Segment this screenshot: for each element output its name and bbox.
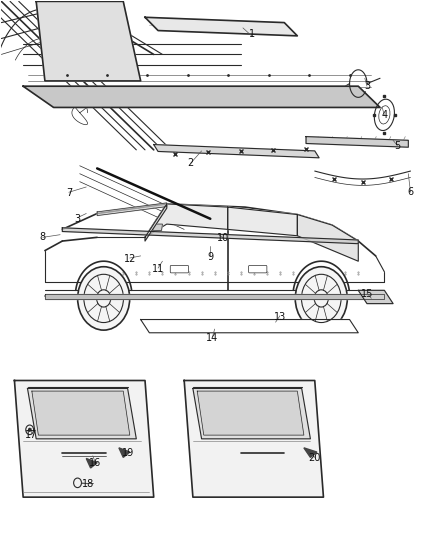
Polygon shape	[306, 136, 408, 147]
Text: 3: 3	[364, 81, 370, 91]
Text: 6: 6	[407, 187, 413, 197]
Text: 19: 19	[121, 448, 134, 458]
Text: 1: 1	[249, 29, 255, 39]
Polygon shape	[32, 391, 130, 435]
Polygon shape	[62, 228, 358, 244]
Text: 18: 18	[82, 479, 95, 489]
Circle shape	[28, 427, 32, 432]
Polygon shape	[197, 391, 304, 435]
Text: 7: 7	[66, 188, 72, 198]
Circle shape	[295, 266, 347, 330]
Polygon shape	[297, 215, 358, 261]
Text: 11: 11	[152, 264, 164, 273]
Text: 10: 10	[217, 233, 230, 244]
Polygon shape	[145, 17, 297, 36]
Polygon shape	[36, 2, 141, 81]
Polygon shape	[14, 381, 154, 497]
Polygon shape	[304, 448, 317, 457]
Text: 2: 2	[187, 158, 194, 168]
Polygon shape	[145, 204, 228, 237]
Text: 15: 15	[361, 289, 373, 299]
Text: 5: 5	[394, 141, 401, 151]
Polygon shape	[141, 319, 358, 333]
Polygon shape	[28, 389, 136, 439]
Polygon shape	[23, 86, 380, 108]
Text: 20: 20	[308, 454, 321, 463]
Polygon shape	[228, 207, 297, 236]
Circle shape	[78, 266, 130, 330]
Text: 13: 13	[274, 312, 286, 322]
Polygon shape	[97, 203, 167, 216]
Text: 8: 8	[40, 232, 46, 243]
Text: 4: 4	[381, 110, 388, 120]
Polygon shape	[145, 204, 167, 241]
Text: 14: 14	[206, 333, 219, 343]
Text: 9: 9	[207, 252, 213, 262]
FancyBboxPatch shape	[170, 265, 188, 273]
Polygon shape	[45, 294, 385, 300]
Polygon shape	[86, 458, 97, 468]
Polygon shape	[184, 381, 323, 497]
Polygon shape	[154, 144, 319, 158]
Polygon shape	[119, 448, 130, 457]
Text: 17: 17	[25, 430, 37, 440]
Text: 16: 16	[89, 458, 101, 467]
Text: 12: 12	[124, 254, 136, 263]
Polygon shape	[193, 389, 311, 439]
Polygon shape	[358, 290, 393, 304]
Polygon shape	[153, 224, 162, 230]
FancyBboxPatch shape	[249, 265, 267, 273]
Text: 3: 3	[74, 214, 81, 224]
